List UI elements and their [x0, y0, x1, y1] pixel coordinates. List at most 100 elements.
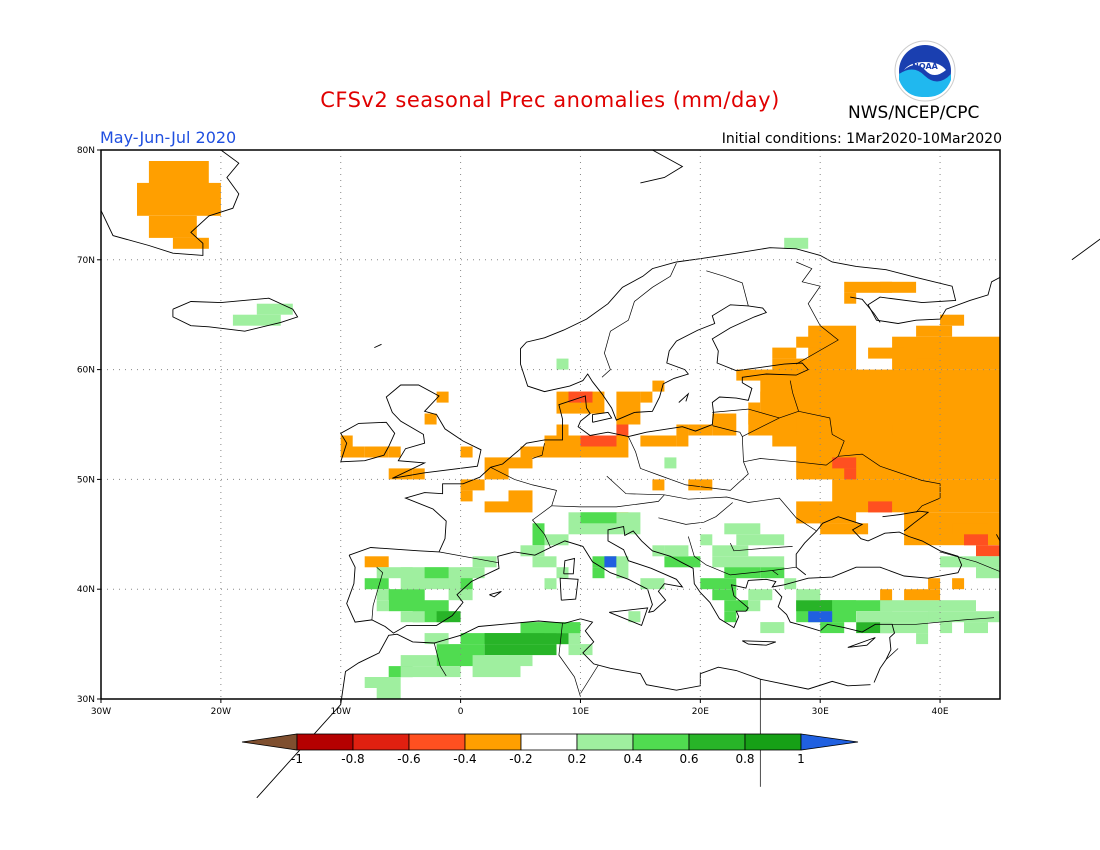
anomaly-cell [976, 545, 1000, 557]
anomaly-cell [376, 567, 413, 579]
anomaly-cell [616, 424, 629, 436]
anomaly-cell [796, 600, 833, 612]
anomaly-cell [508, 457, 533, 469]
coastline [678, 392, 690, 403]
anomaly-cell [460, 446, 473, 458]
anomaly-cell [436, 611, 461, 623]
anomaly-cell [724, 611, 737, 623]
country-border [628, 425, 749, 491]
anomaly-cell [508, 655, 533, 667]
anomaly-cell [376, 688, 401, 699]
anomaly-cell [928, 578, 941, 590]
colorbar-segment [688, 733, 746, 751]
anomaly-cell [700, 578, 737, 590]
coastline [346, 516, 963, 634]
lon-tick-label: 20E [692, 707, 709, 717]
anomaly-cell [400, 611, 425, 623]
anomaly-cell [748, 600, 761, 612]
colorbar-label: 0.2 [567, 752, 586, 766]
coastline [847, 637, 876, 648]
anomaly-cell [796, 589, 821, 601]
anomaly-cell [772, 424, 1000, 447]
anomaly-cells [137, 161, 1000, 699]
anomaly-cell [952, 523, 989, 535]
country-border [551, 494, 665, 508]
colorbar-segment [408, 733, 466, 751]
anomaly-cell [460, 567, 485, 579]
anomaly-cell [520, 446, 545, 458]
coastline [882, 510, 930, 532]
anomaly-cell [880, 622, 893, 634]
logo-text: NOAA [912, 62, 938, 71]
colorbar-segment [576, 733, 634, 751]
anomaly-cell [232, 314, 281, 326]
coastline [774, 588, 896, 683]
anomaly-cell [340, 435, 353, 447]
anomaly-cell [640, 391, 653, 403]
anomaly-cell [580, 435, 617, 447]
anomaly-cell [460, 490, 473, 502]
anomaly-cell [424, 413, 437, 425]
anomaly-cell [712, 545, 749, 557]
country-border [433, 642, 447, 677]
anomaly-cell [892, 622, 929, 634]
anomaly-cell [964, 424, 988, 436]
coastline [592, 411, 613, 423]
colorbar-segment [464, 733, 522, 751]
agency-label: NWS/NCEP/CPC [848, 103, 980, 123]
lat-tick-label: 80N [77, 146, 95, 156]
anomaly-cell [904, 589, 941, 601]
colorbar-arrow-high [800, 733, 859, 751]
lon-tick-label: 30W [91, 707, 111, 717]
anomaly-cell [916, 325, 953, 337]
anomaly-cell [388, 446, 401, 458]
anomaly-cell [616, 556, 629, 579]
anomaly-cell [940, 556, 988, 568]
anomaly-cell [137, 182, 221, 216]
anomaly-cell [736, 369, 773, 381]
country-border [601, 262, 677, 378]
anomaly-cell [400, 666, 461, 678]
coastline [100, 149, 240, 256]
anomaly-cell [544, 578, 557, 590]
anomaly-cell [832, 479, 1000, 513]
anomaly-cell [484, 501, 509, 513]
colorbar-segment [632, 733, 690, 751]
country-border [885, 648, 899, 660]
anomaly-cell [400, 655, 437, 667]
anomaly-cell [760, 622, 785, 634]
anomaly-cell [604, 556, 617, 568]
colorbar-segment [520, 733, 578, 751]
anomaly-cell [640, 578, 665, 590]
country-border [490, 466, 557, 548]
country-border [712, 408, 780, 419]
anomaly-cell [964, 534, 988, 546]
anomaly-cell [484, 457, 509, 480]
anomaly-cell [664, 457, 677, 469]
coastlines [100, 149, 1100, 799]
anomaly-cell [760, 369, 1000, 425]
coastline [742, 640, 776, 646]
anomaly-cell [940, 314, 965, 326]
anomaly-cell [364, 578, 389, 590]
colorbar-label: -0.8 [341, 752, 364, 766]
country-border [706, 270, 749, 306]
anomaly-cell [616, 391, 641, 425]
colorbar-label: 0.6 [679, 752, 698, 766]
anomaly-cell [544, 622, 581, 634]
lat-tick-label: 50N [77, 475, 95, 485]
anomaly-cell [256, 303, 293, 315]
anomaly-cell [868, 347, 905, 359]
anomaly-cell [736, 534, 785, 546]
country-border [743, 410, 845, 466]
anomaly-cell [532, 523, 545, 546]
lat-tick-label: 30N [77, 695, 95, 705]
longitude-labels: 30W 20W 10W 0 10E 20E 30E 40E [91, 699, 949, 717]
anomaly-cell [544, 534, 569, 546]
country-border [658, 502, 733, 525]
anomaly-cell [580, 512, 617, 524]
noaa-logo: NOAA [894, 40, 956, 102]
anomaly-cell [844, 292, 857, 304]
colorbar-label: 1 [797, 752, 805, 766]
